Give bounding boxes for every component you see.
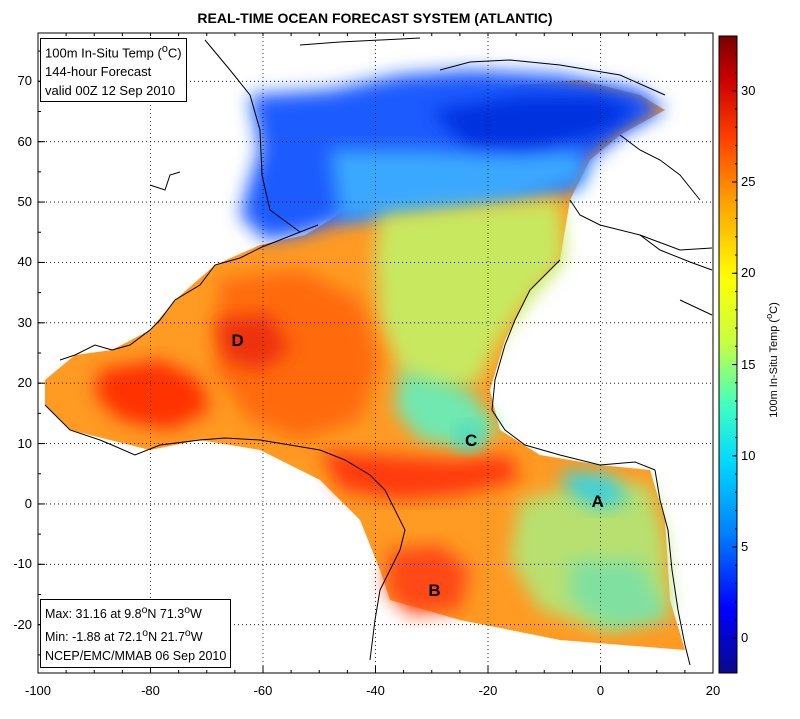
- point-label-d: D: [231, 330, 244, 350]
- stats-info-box: Max: 31.16 at 9.8oN 71.3oW Min: -1.88 at…: [40, 599, 232, 669]
- y-tick-label: 20: [17, 375, 32, 391]
- credit-line: NCEP/EMC/MMAB 06 Sep 2010: [45, 649, 227, 664]
- colorbar-tick-label: 0: [741, 630, 749, 646]
- map-title: REAL-TIME OCEAN FORECAST SYSTEM (ATLANTI…: [197, 10, 553, 26]
- colorbar-label: 100m In-Situ Temp (oC): [764, 302, 780, 418]
- colorbar-tick-label: 15: [741, 356, 756, 372]
- y-tick-label: 70: [17, 73, 32, 89]
- axis-ticks: [37, 33, 714, 673]
- south-america-coast: [259, 439, 406, 661]
- colorbar-tick-label: 25: [741, 174, 756, 190]
- y-tick-label: 50: [17, 194, 32, 210]
- point-label-c: C: [464, 430, 478, 450]
- y-tick-label: 0: [24, 495, 32, 511]
- max-value: Max: 31.16 at 9.8oN 71.3oW: [45, 605, 202, 622]
- y-tick-label: 60: [17, 133, 32, 149]
- colorbar-tick-label: 10: [741, 447, 756, 463]
- y-tick-label: 30: [17, 314, 32, 330]
- colorbar-gradient: [718, 35, 738, 674]
- point-label-a: A: [591, 492, 604, 512]
- colorbar-tick-label: 5: [741, 539, 749, 555]
- colorbar-tick-label: 20: [741, 265, 756, 281]
- y-tick-label: 10: [17, 435, 32, 451]
- x-tick-label: -40: [366, 683, 385, 698]
- x-tick-label: 0: [596, 683, 605, 698]
- y-tick-label: -20: [13, 616, 32, 632]
- x-tick-label: -20: [478, 683, 498, 698]
- min-value: Min: -1.88 at 72.1oN 21.7oW: [45, 628, 203, 645]
- valid-time: valid 00Z 12 Sep 2010: [45, 83, 176, 99]
- coastlines: [44, 37, 713, 666]
- forecast-info-box: 100m In-Situ Temp (oC) 144-hour Forecast…: [40, 38, 187, 103]
- x-tick-label: -80: [141, 683, 160, 698]
- x-tick-label: -100: [24, 683, 52, 698]
- africa-coast: [491, 259, 656, 471]
- x-tick-label: -60: [253, 683, 273, 698]
- forecast-hours: 144-hour Forecast: [45, 64, 152, 80]
- colorbar-tick-label: 30: [741, 82, 756, 98]
- x-tick-label: 20: [705, 683, 721, 698]
- temperature-field: [45, 70, 685, 650]
- north-america-coast: [44, 404, 261, 456]
- colorbar-ticks: [732, 53, 737, 639]
- y-tick-label: -10: [13, 556, 32, 572]
- point-label-b: B: [428, 581, 441, 601]
- y-tick-label: 40: [17, 254, 32, 270]
- variable-label: 100m In-Situ Temp (oC): [45, 43, 182, 61]
